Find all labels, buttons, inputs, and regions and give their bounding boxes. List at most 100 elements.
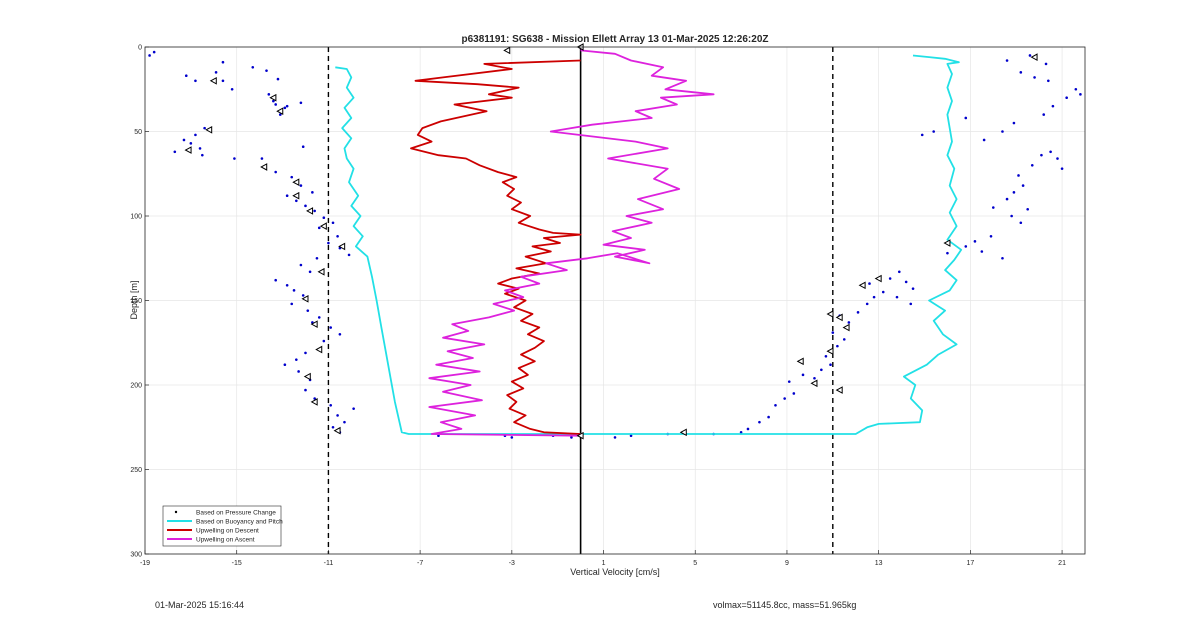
data-point [897, 270, 901, 274]
data-point [629, 434, 633, 438]
data-point [909, 302, 913, 306]
data-point [1005, 59, 1009, 62]
x-axis-label: Vertical Velocity [cm/s] [570, 567, 660, 577]
data-point [148, 54, 151, 57]
data-point [322, 339, 326, 343]
data-point [295, 199, 298, 203]
marker-layer [184, 43, 1038, 440]
data-point [570, 436, 573, 439]
data-point [336, 234, 339, 238]
triangle-marker [260, 163, 268, 171]
data-point [274, 170, 277, 174]
data-point [1047, 79, 1050, 83]
data-point [260, 157, 264, 160]
data-point [194, 133, 197, 137]
data-point [824, 354, 828, 358]
triangle-marker [835, 313, 843, 322]
data-point [758, 420, 761, 424]
data-point [1042, 113, 1046, 116]
data-point [301, 145, 305, 149]
data-point [352, 407, 355, 410]
data-point [1012, 121, 1016, 125]
data-point [278, 113, 282, 116]
data-point [831, 331, 835, 334]
data-point [338, 333, 342, 336]
data-point [872, 295, 876, 299]
data-point [982, 138, 986, 142]
data-point [739, 431, 743, 434]
data-point [331, 425, 335, 429]
y-tick-label: 150 [130, 298, 142, 305]
triangle-marker [858, 281, 866, 290]
data-point [198, 147, 202, 150]
data-point [1019, 71, 1023, 74]
data-point [868, 282, 871, 285]
data-point [1028, 54, 1032, 57]
triangle-marker [315, 345, 323, 354]
y-tick-label: 250 [130, 467, 142, 474]
data-point [964, 245, 968, 248]
data-point [329, 403, 333, 407]
legend: Based on Pressure Change Based on Buoyan… [162, 505, 283, 547]
y-axis-label: Depth [m] [129, 280, 139, 319]
data-point [856, 311, 860, 314]
triangle-marker [835, 386, 843, 394]
data-point [203, 126, 206, 130]
legend-swatch-pressure [174, 510, 178, 514]
data-point [313, 397, 316, 400]
triangle-marker [503, 46, 511, 55]
data-point [283, 363, 287, 367]
triangle-marker [796, 357, 804, 366]
triangle-marker [317, 267, 325, 276]
data-point [820, 368, 823, 372]
data-point [1019, 221, 1023, 225]
data-point [306, 309, 310, 312]
data-point [329, 326, 333, 329]
x-tick-label: -19 [140, 560, 150, 567]
data-point [182, 138, 186, 142]
triangle-marker [292, 191, 300, 200]
triangle-marker [338, 242, 346, 251]
data-point [904, 280, 908, 284]
data-point [322, 216, 326, 219]
ticks: -19 -15 -11 -7 -3 1 5 9 13 17 21 0 50 100 150 200 250 300 [130, 45, 1066, 568]
timestamp-footer: 01-Mar-2025 15:16:44 [155, 600, 245, 610]
data-point [774, 403, 777, 407]
data-point [1001, 256, 1004, 260]
data-point [881, 290, 885, 294]
data-point [980, 250, 984, 253]
x-tick-label: 1 [602, 560, 606, 567]
data-point [292, 289, 296, 292]
data-point [1065, 96, 1068, 99]
triangle-marker [826, 310, 834, 318]
data-point [285, 194, 289, 198]
triangle-marker [842, 323, 850, 332]
data-point [842, 338, 846, 341]
data-point [290, 175, 294, 179]
data-point [1056, 157, 1059, 160]
legend-label-buoyancy: Based on Buoyancy and Pitch [196, 519, 283, 526]
series-line-1 [335, 54, 963, 435]
data-point [946, 251, 949, 255]
x-tick-label: -11 [324, 560, 334, 567]
y-tick-label: 50 [134, 129, 142, 136]
triangle-marker [810, 379, 818, 388]
data-point [746, 427, 750, 431]
x-tick-label: 5 [693, 560, 697, 567]
data-point [1005, 197, 1009, 201]
data-point [317, 316, 321, 319]
x-tick-label: -7 [417, 560, 423, 567]
data-point [297, 370, 300, 373]
data-point [991, 206, 995, 209]
data-point [221, 60, 225, 64]
triangle-marker [679, 428, 687, 437]
y-tick-label: 0 [138, 45, 142, 52]
data-point [299, 184, 303, 187]
data-point [437, 434, 440, 438]
triangle-marker [826, 347, 834, 356]
data-point [233, 157, 236, 160]
x-tick-label: 21 [1058, 560, 1066, 567]
data-point [267, 93, 271, 96]
data-point [304, 351, 307, 355]
triangle-marker [310, 320, 318, 329]
